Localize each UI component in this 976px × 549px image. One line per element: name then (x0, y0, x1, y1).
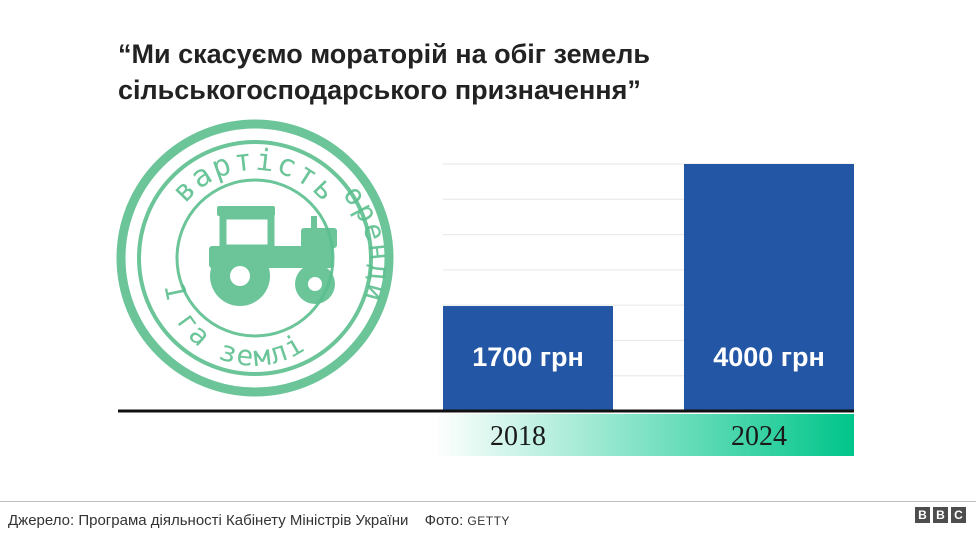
bar-chart: 1700 грн 2018 4000 грн 2024 (118, 163, 854, 456)
bar-2018 (443, 306, 613, 411)
tractor-icon (209, 206, 337, 306)
bar-2024 (684, 164, 854, 411)
source-text: Джерело: Програма діяльності Кабінету Мі… (8, 512, 409, 529)
photo-credit: GETTY (467, 514, 510, 528)
stamp: вартість оренди 1 га землі (116, 119, 394, 397)
stamp-inner-ring (137, 140, 373, 376)
bbc-logo-letter-3: C (951, 507, 966, 523)
bbc-logo-letter-2: B (933, 507, 948, 523)
bbc-logo-letter-1: B (915, 507, 930, 523)
source-note: Джерело: Програма діяльності Кабінету Мі… (8, 512, 510, 529)
photo-label: Фото: (424, 512, 464, 529)
bbc-logo: B B C (915, 507, 966, 523)
x-axis-band (434, 414, 854, 456)
x-tick-label: 2018 (490, 421, 546, 452)
bar-value-label: 1700 грн (472, 342, 584, 372)
stamp-outer-ring (116, 119, 394, 397)
x-tick-label: 2024 (731, 421, 787, 452)
footer-divider (0, 501, 976, 502)
chart-title: “Ми скасуємо мораторій на обіг земель сі… (118, 39, 650, 105)
bar-value-label: 4000 грн (713, 342, 825, 372)
